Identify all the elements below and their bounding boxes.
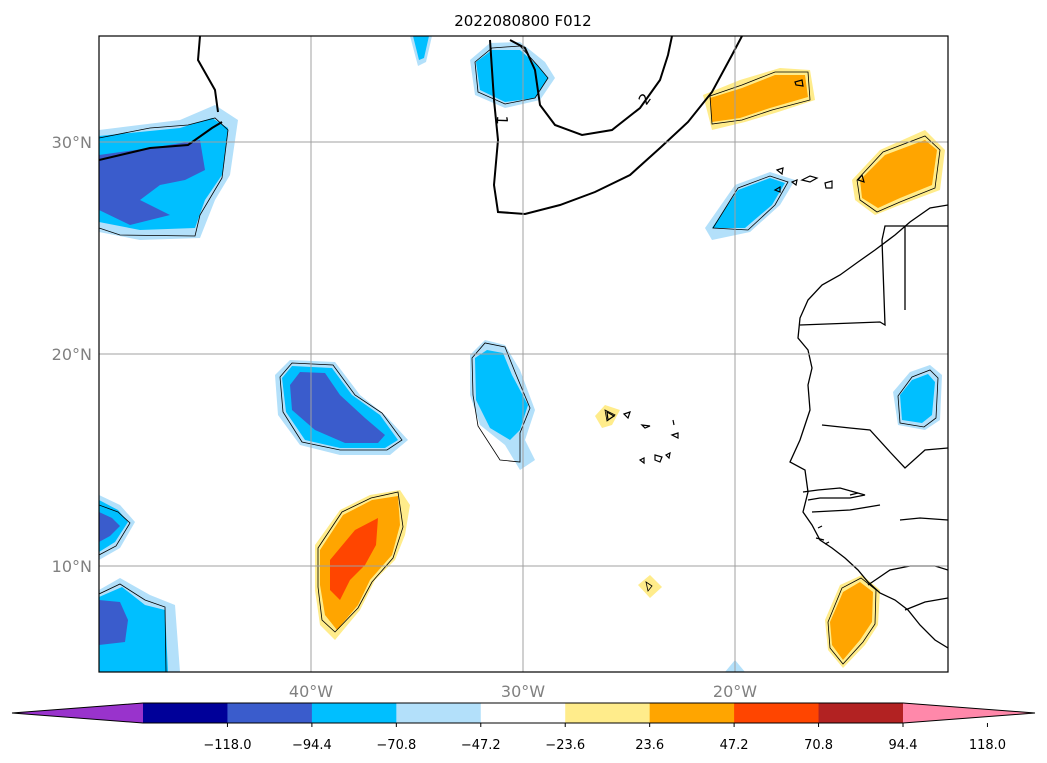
colorbar-extend-low	[12, 703, 143, 723]
lat-label-20n: 20°N	[52, 345, 92, 364]
neg-blob-southwest	[99, 578, 180, 672]
figure-title: 2022080800 F012	[454, 12, 591, 30]
pos-blob-small-2	[638, 575, 662, 598]
lat-label-30n: 30°N	[52, 133, 92, 152]
map-area: 1 2	[99, 36, 948, 672]
colorbar-tick-label: −47.2	[461, 738, 501, 753]
lon-labels: 40°W 30°W 20°W	[289, 682, 757, 701]
colorbar-segment	[649, 703, 735, 723]
colorbar-tick-label: −23.6	[545, 738, 585, 753]
colorbar-segment	[143, 703, 228, 723]
lat-labels: 30°N 20°N 10°N	[52, 133, 92, 576]
lon-label-40w: 40°W	[289, 682, 333, 701]
colorbar-segment	[480, 703, 566, 723]
colorbar-outline	[11, 702, 1036, 724]
colorbar-segment	[227, 703, 313, 723]
pos-blob-38w	[315, 490, 410, 640]
thin-contours	[99, 45, 941, 672]
colorbar-tick-label: 118.0	[969, 738, 1006, 753]
colorbar-segment	[734, 703, 820, 723]
colorbar: −118.0 −94.4 −70.8 −47.2 −23.6 23.6 47.2 70.8 94…	[11, 702, 1036, 753]
colorbar-tick-label: 47.2	[720, 738, 749, 753]
colorbar-segment	[565, 703, 651, 723]
lat-label-10n: 10°N	[52, 557, 92, 576]
colorbar-tick-label: −94.4	[292, 738, 332, 753]
neg-blob-northwest	[99, 105, 238, 240]
lon-label-20w: 20°W	[713, 682, 757, 701]
colorbar-segment	[311, 703, 397, 723]
colorbar-tick-label: 23.6	[635, 738, 664, 753]
gridlines	[99, 36, 948, 672]
colorbar-tick-label: 70.8	[804, 738, 833, 753]
colorbar-tick-label: −118.0	[203, 738, 251, 753]
map-frame	[98, 35, 949, 673]
lon-label-30w: 30°W	[501, 682, 545, 701]
colorbar-tick-label: −70.8	[376, 738, 416, 753]
islands	[606, 79, 865, 545]
colorbar-extend-high	[903, 703, 1035, 723]
anomaly-shading	[99, 36, 945, 672]
neg-blob-20w	[705, 172, 795, 240]
pos-blob-southeast	[825, 575, 880, 668]
colorbar-segment	[396, 703, 482, 723]
colorbar-segment	[818, 703, 904, 723]
colorbar-tick-label: 94.4	[889, 738, 918, 753]
contour-label-1: 1	[493, 115, 511, 125]
thick-contours	[99, 36, 743, 216]
neg-blob-30w	[470, 340, 535, 470]
pos-blob-northeast-2	[852, 130, 945, 215]
